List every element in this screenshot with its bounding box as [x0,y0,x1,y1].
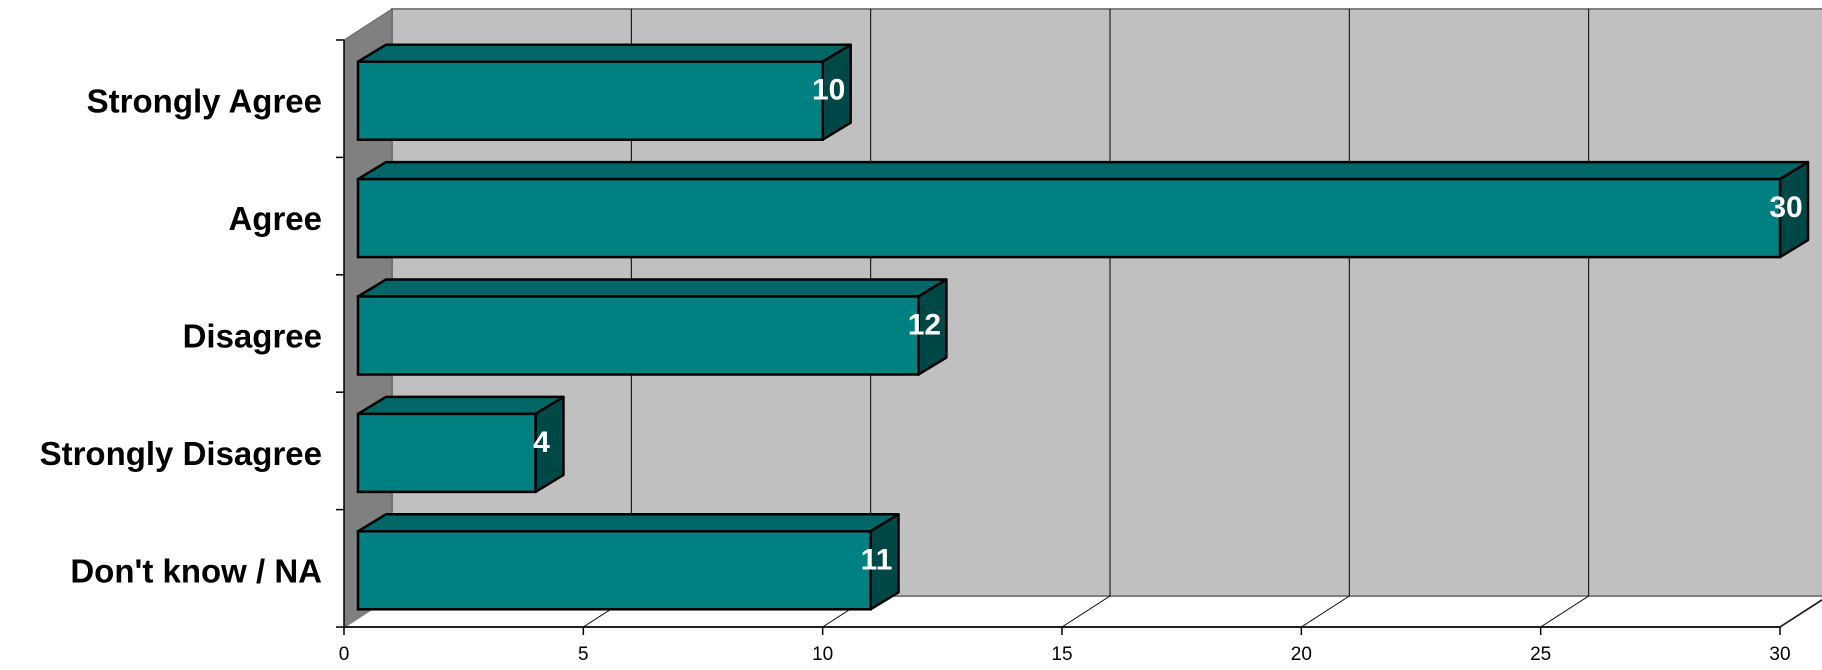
bar-front-face [356,412,537,494]
category-labels: Strongly Agree Agree Disagree Strongly Disa… [40,83,322,590]
axes [336,39,1781,635]
floor-gridline [1061,595,1111,628]
bar-top-face [356,395,565,416]
category-label: Agree [228,200,322,237]
data-label: 10 [812,74,845,107]
floor-gridline [1540,595,1589,628]
bar-top-face [356,513,900,533]
data-label: 12 [908,309,941,342]
bar [356,278,948,376]
bar-top-face [356,43,852,63]
x-tick-label: 10 [812,644,833,665]
x-tick-label: 5 [578,644,589,665]
x-tick-label: 25 [1530,644,1551,665]
bar [356,395,565,494]
x-tick-label: 0 [339,644,350,665]
data-labels: 10 30 12 4 11 [533,74,1803,577]
data-label: 30 [1769,191,1802,224]
floor-gridline [1301,595,1350,628]
bar-front-face [356,60,824,141]
x-tick-label: 15 [1051,644,1072,665]
category-label: Don't know / NA [70,552,322,589]
x-tick-label: 30 [1769,644,1790,665]
category-label: Strongly Agree [87,83,322,120]
bar-front-face [356,177,1782,259]
bar-top-face [356,160,1810,181]
data-label: 11 [861,543,893,576]
bar [356,43,852,141]
category-label: Strongly Disagree [40,435,322,472]
bar-top-face [356,278,948,298]
data-label: 4 [533,426,550,459]
tick-labels: 0 5 10 15 20 25 30 [339,644,1791,665]
bar [356,513,900,611]
category-label: Disagree [183,318,322,355]
bar-front-face [356,295,920,376]
bars [356,43,1810,611]
floor-gridline [1779,599,1822,628]
x-tick-label: 20 [1291,644,1312,665]
bar [356,160,1810,259]
bar-front-face [356,530,872,611]
